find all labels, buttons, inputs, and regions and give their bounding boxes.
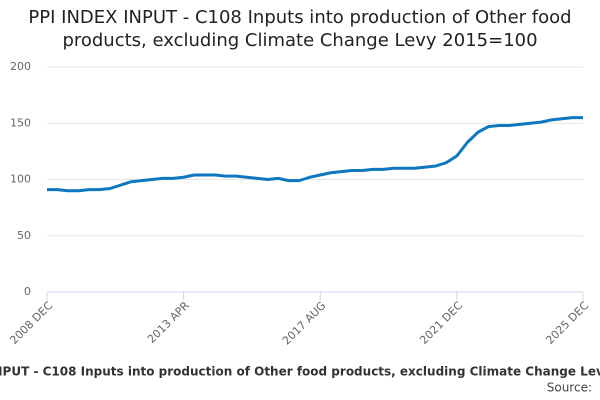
x-tick-label: 2021 DEC [417,299,465,347]
x-tick-label: 2013 APR [145,299,192,346]
x-tick-label: 2025 DEC [543,299,591,347]
y-tick-label: 50 [17,229,31,242]
line [47,116,583,193]
y-tick-label: 100 [10,173,31,186]
y-tick-label: 200 [10,60,31,73]
y-tick-label: 0 [24,285,31,298]
x-tick-label: 2017 AUG [280,299,329,348]
x-tick-label: 2008 DEC [7,299,55,347]
y-tick-label: 150 [10,116,31,129]
legend-entry: PPI INDEX INPUT - C108 Inputs into produ… [0,365,600,379]
chart-title: PPI INDEX INPUT - C108 Inputs into produ… [28,7,572,51]
source: Source: [547,381,592,395]
